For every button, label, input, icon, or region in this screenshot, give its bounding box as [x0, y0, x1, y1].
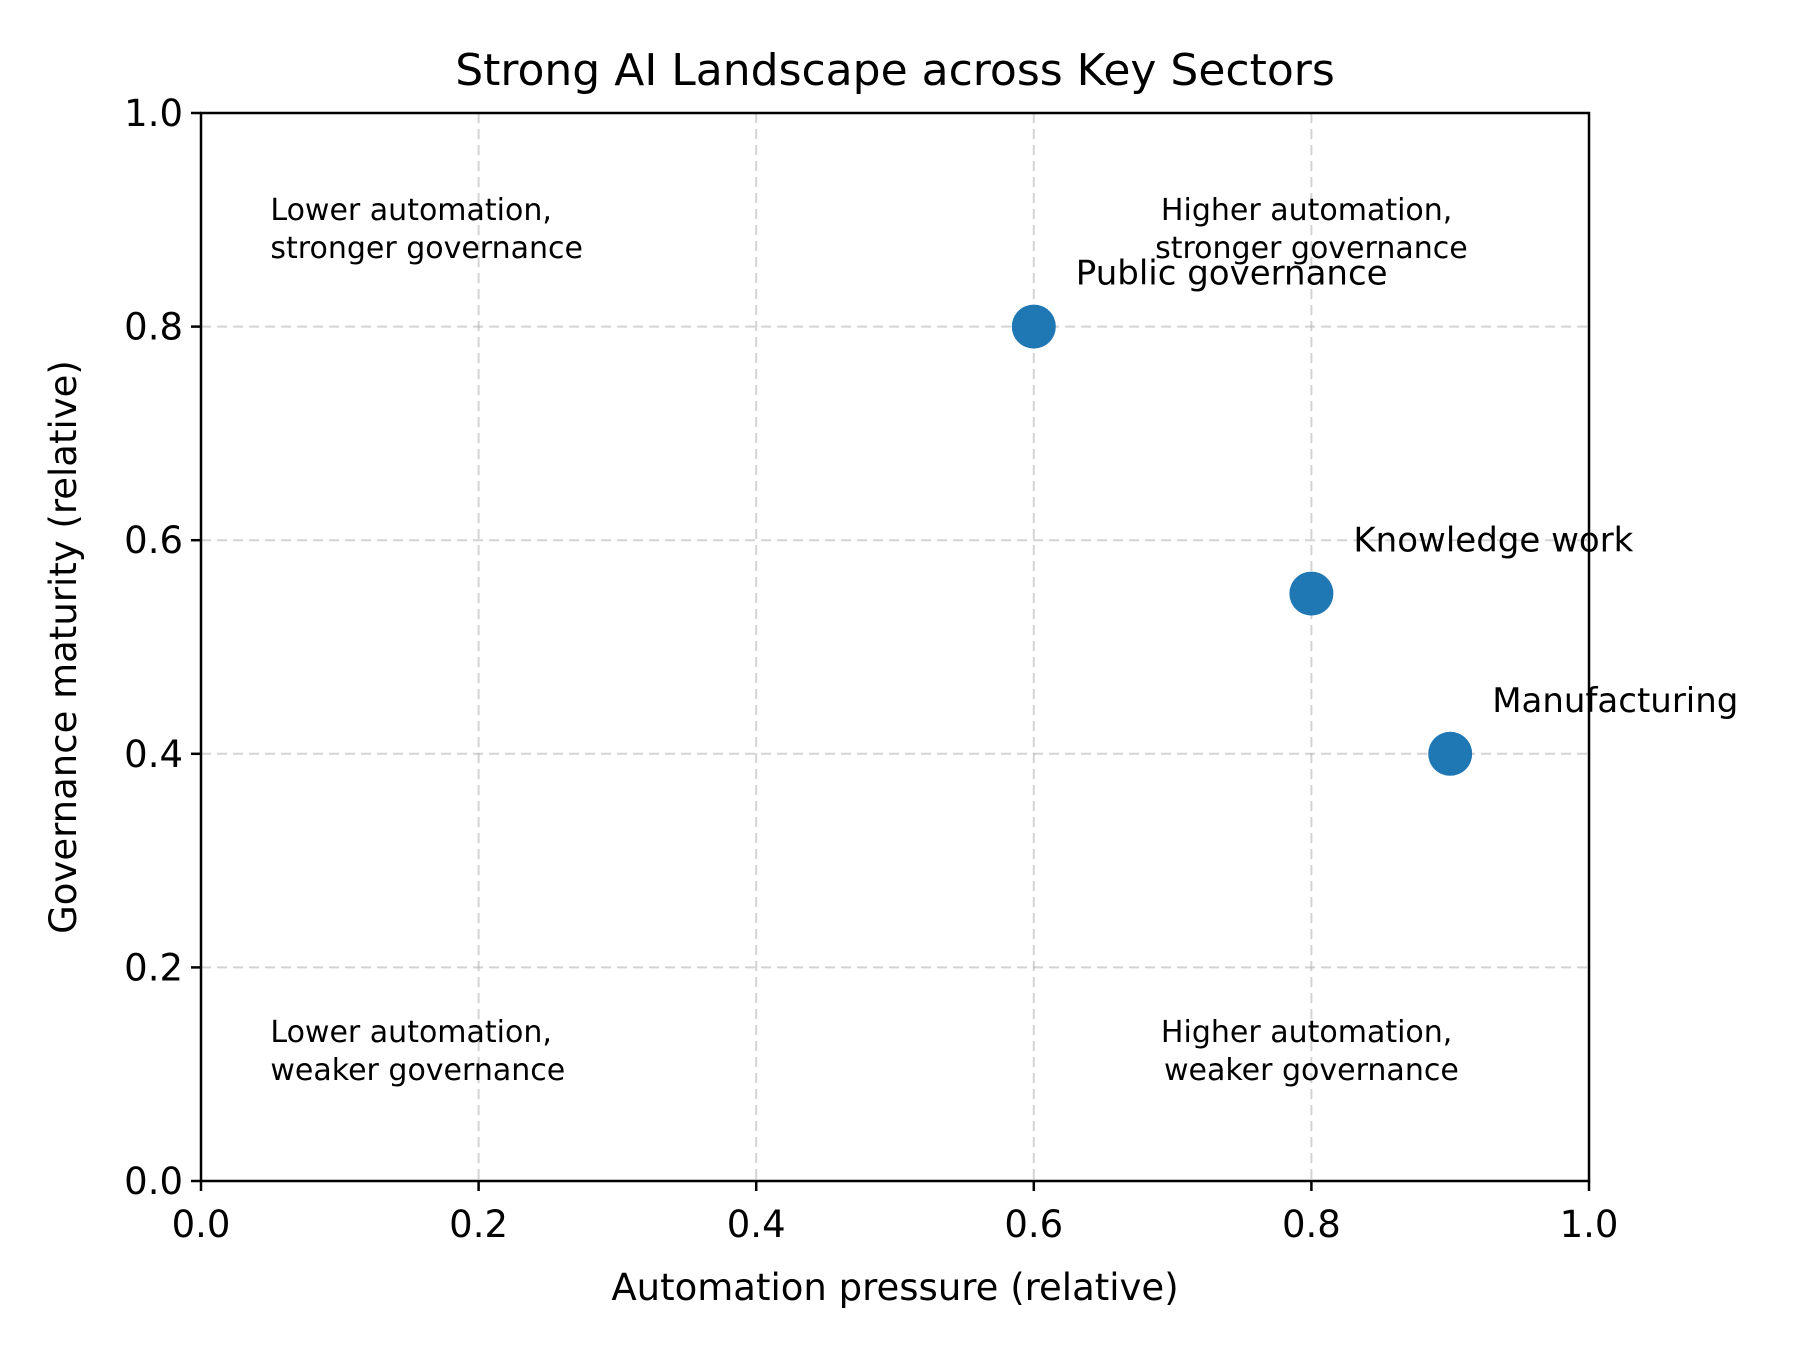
quadrant-label-top-right-line-1: Higher automation, [1161, 193, 1452, 228]
data-point-label: Knowledge work [1353, 521, 1633, 561]
chart-title: Strong AI Landscape across Key Sectors [455, 45, 1335, 96]
y-tick-label: 0.6 [124, 519, 183, 562]
quadrant-label-bottom-left-line-2: weaker governance [270, 1053, 565, 1088]
quadrant-label-top-right-line-2: stronger governance [1155, 231, 1468, 266]
data-point-label: Public governance [1076, 254, 1388, 294]
x-axis-ticks: 0.0 0.2 0.4 0.6 0.8 1.0 [172, 1181, 1619, 1246]
plot-frame [199, 111, 1591, 1183]
quadrant-label-bottom-right-line-1: Higher automation, [1161, 1015, 1452, 1050]
y-tick-label: 0.8 [124, 306, 183, 349]
data-point [1289, 571, 1334, 616]
x-tick-label: 0.8 [1282, 1203, 1341, 1246]
data-point [1011, 304, 1056, 349]
y-axis-label: Governance maturity (relative) [42, 360, 85, 934]
x-tick-label: 1.0 [1560, 1203, 1619, 1246]
quadrant-label-bottom-left-line-1: Lower automation, [270, 1015, 552, 1050]
x-tick-label: 0.4 [727, 1203, 786, 1246]
data-point-label: Manufacturing [1492, 681, 1738, 721]
y-tick-label: 1.0 [124, 92, 183, 135]
y-axis-ticks: 0.0 0.2 0.4 0.6 0.8 1.0 [124, 92, 201, 1203]
quadrant-label-top-left-line-1: Lower automation, [270, 193, 552, 228]
quadrant-label-bottom-right-line-2: weaker governance [1164, 1053, 1459, 1088]
quadrant-label-top-left: Lower automation, stronger governance [270, 193, 583, 266]
x-tick-label: 0.2 [449, 1203, 508, 1246]
quadrant-label-top-left-line-2: stronger governance [270, 231, 583, 266]
data-point-labels: Public governance Knowledge work Manufactu… [1076, 254, 1739, 721]
x-tick-label: 0.0 [172, 1203, 231, 1246]
y-tick-label: 0.4 [124, 733, 183, 776]
y-tick-label: 0.2 [124, 946, 183, 989]
y-tick-label: 0.0 [124, 1160, 183, 1203]
data-point [1428, 731, 1473, 776]
x-tick-label: 0.6 [1004, 1203, 1063, 1246]
quadrant-labels: Lower automation, stronger governance Hi… [270, 193, 1467, 1088]
quadrant-label-bottom-left: Lower automation, weaker governance [270, 1015, 565, 1088]
quadrant-label-bottom-right: Higher automation, weaker governance [1161, 1015, 1462, 1088]
data-points [1011, 304, 1473, 776]
x-axis-label: Automation pressure (relative) [611, 1266, 1178, 1309]
grid-lines [200, 112, 1590, 1182]
quadrant-label-top-right: Higher automation, stronger governance [1155, 193, 1468, 266]
